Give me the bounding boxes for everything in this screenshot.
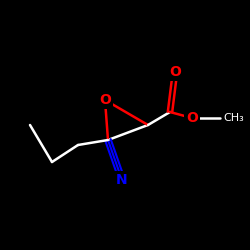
Text: CH₃: CH₃: [223, 113, 244, 123]
Text: O: O: [169, 65, 181, 79]
Text: N: N: [116, 173, 128, 187]
Text: O: O: [99, 93, 111, 107]
Text: O: O: [186, 111, 198, 125]
